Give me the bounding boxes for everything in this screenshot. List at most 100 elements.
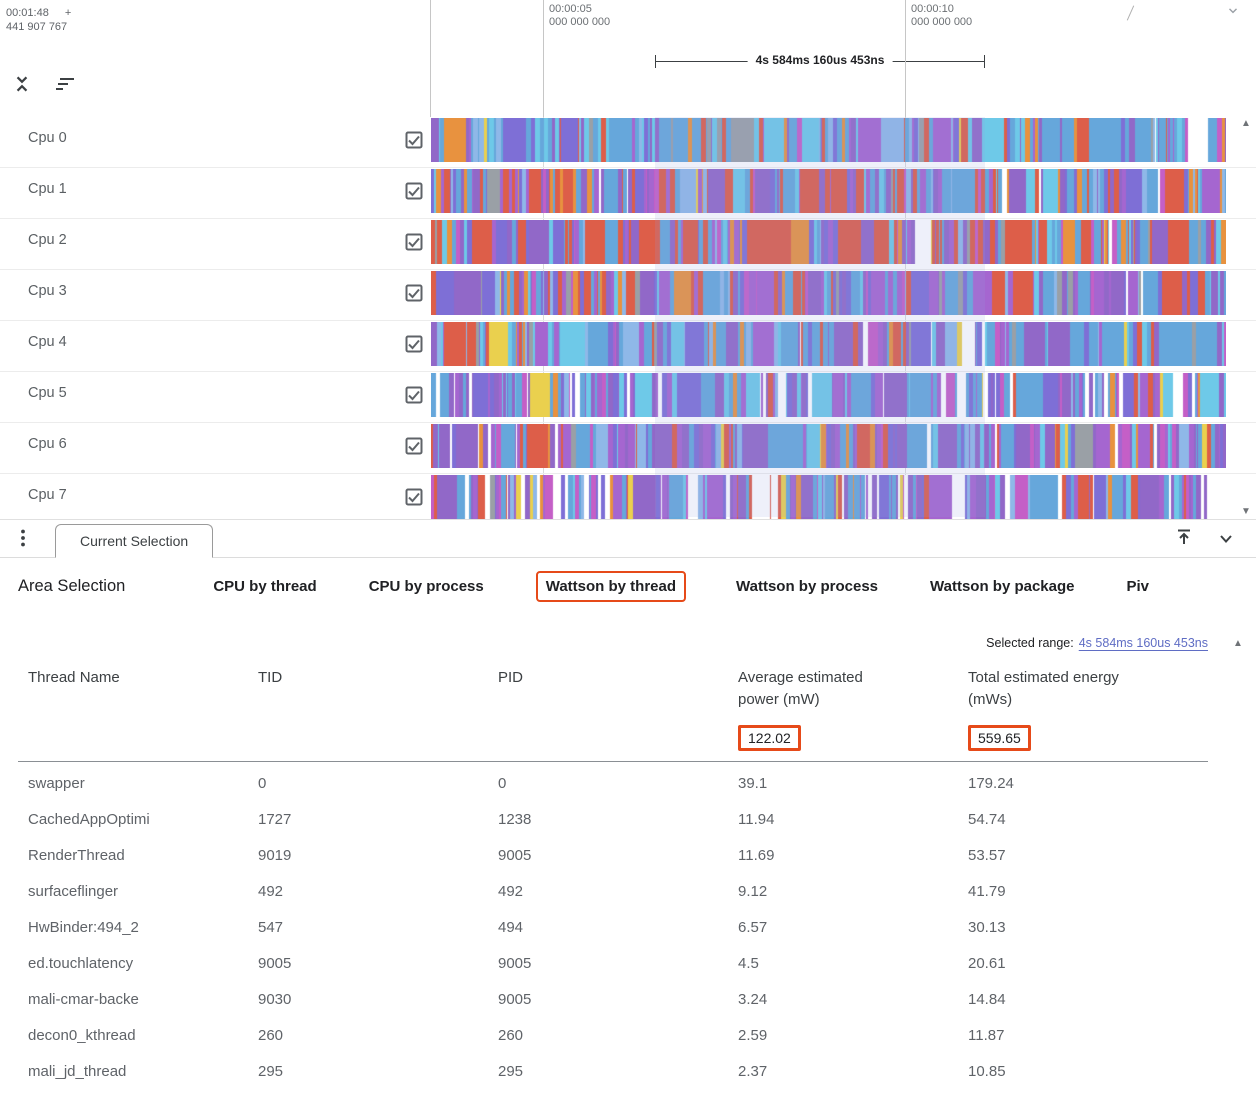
table-scroll-up-icon[interactable]: ▲ bbox=[1233, 638, 1243, 649]
collapse-panel-icon[interactable] bbox=[1216, 529, 1236, 549]
cell-thread: swapper bbox=[28, 774, 85, 792]
track-timeline[interactable] bbox=[431, 424, 1226, 468]
gridline bbox=[905, 117, 906, 519]
track-timeline[interactable] bbox=[431, 322, 1226, 366]
cell-total-energy: 179.24 bbox=[968, 774, 1014, 792]
timeline-left-boundary bbox=[430, 0, 431, 117]
cell-thread: CachedAppOptimi bbox=[28, 810, 150, 828]
view-tab-cpu-by-thread[interactable]: CPU by thread bbox=[213, 577, 317, 595]
cell-total-energy: 41.79 bbox=[968, 882, 1006, 900]
track-label[interactable]: Cpu 1 bbox=[28, 181, 67, 197]
selected-range-value[interactable]: 4s 584ms 160us 453ns bbox=[1078, 636, 1208, 650]
thread-row[interactable]: decon0_kthread 260 260 2.59 11.87 bbox=[18, 1017, 1208, 1053]
view-tab-wattson-by-process[interactable]: Wattson by process bbox=[736, 577, 879, 595]
track-checkbox[interactable] bbox=[405, 335, 423, 353]
selected-range: Selected range: 4s 584ms 160us 453ns bbox=[986, 636, 1208, 650]
view-tab-cpu-by-process[interactable]: CPU by process bbox=[368, 577, 484, 595]
cell-total-energy: 11.87 bbox=[968, 1026, 1005, 1044]
track-label[interactable]: Cpu 5 bbox=[28, 385, 67, 401]
track-checkbox[interactable] bbox=[405, 437, 423, 455]
track-checkbox[interactable] bbox=[405, 182, 423, 200]
tracks-scrollbar[interactable]: ▲ ▼ bbox=[1237, 117, 1255, 519]
cell-pid: 9005 bbox=[498, 990, 532, 1008]
cell-tid: 492 bbox=[258, 882, 284, 900]
track-label[interactable]: Cpu 2 bbox=[28, 232, 67, 248]
track-list: Cpu 0 Cpu 1 Cpu 2 Cpu 3 Cpu 4 Cpu 5 Cpu 6 Cpu 7 bbox=[0, 117, 1256, 519]
cell-tid: 295 bbox=[258, 1062, 284, 1080]
cell-avg-power: 11.94 bbox=[738, 810, 775, 828]
track-row: Cpu 1 bbox=[0, 168, 1256, 219]
thread-row[interactable]: surfaceflinger 492 492 9.12 41.79 bbox=[18, 873, 1208, 909]
gridline bbox=[543, 117, 544, 519]
track-timeline[interactable] bbox=[431, 475, 1226, 519]
track-timeline[interactable] bbox=[431, 220, 1226, 264]
table-divider bbox=[18, 761, 1208, 762]
view-tab-wattson-by-package[interactable]: Wattson by package bbox=[930, 577, 1075, 595]
cell-thread: mali_jd_thread bbox=[28, 1062, 127, 1080]
cell-tid: 1727 bbox=[258, 810, 292, 828]
cell-pid: 9005 bbox=[498, 846, 532, 864]
track-row: Cpu 2 bbox=[0, 219, 1256, 270]
thread-row[interactable]: ed.touchlatency 9005 9005 4.5 20.61 bbox=[18, 945, 1208, 981]
cell-thread: surfaceflinger bbox=[28, 882, 119, 900]
thread-row[interactable]: CachedAppOptimi 1727 1238 11.94 54.74 bbox=[18, 801, 1208, 837]
track-rows: Cpu 0 Cpu 1 Cpu 2 Cpu 3 Cpu 4 Cpu 5 Cpu 6 Cpu 7 bbox=[0, 117, 1256, 519]
track-timeline[interactable] bbox=[431, 373, 1226, 417]
page-title: Area Selection bbox=[18, 576, 126, 595]
view-tabs: CPU by thread CPU by process Wattson by th… bbox=[213, 570, 1201, 602]
thread-row[interactable]: RenderThread 9019 9005 11.69 53.57 bbox=[18, 837, 1208, 873]
area-selection-header: Area Selection CPU by thread CPU by proce… bbox=[0, 560, 1256, 612]
cell-total-energy: 53.57 bbox=[968, 846, 1006, 864]
selection-duration-bracket: 4s 584ms 160us 453ns bbox=[655, 53, 985, 68]
cell-avg-power: 6.57 bbox=[738, 918, 768, 936]
cell-pid: 492 bbox=[498, 882, 524, 900]
sort-tracks-icon[interactable] bbox=[54, 75, 76, 93]
track-checkbox[interactable] bbox=[405, 233, 423, 251]
track-label[interactable]: Cpu 0 bbox=[28, 130, 67, 146]
tab-current-selection[interactable]: Current Selection bbox=[55, 524, 214, 558]
thread-row[interactable]: mali-cmar-backe 9030 9005 3.24 14.84 bbox=[18, 981, 1208, 1017]
track-timeline[interactable] bbox=[431, 118, 1226, 162]
view-tab-wattson-by-thread[interactable]: Wattson by thread bbox=[535, 570, 687, 602]
summary-avg-power: 122.02 bbox=[738, 725, 801, 751]
track-checkbox[interactable] bbox=[405, 131, 423, 149]
scroll-down-icon[interactable]: ▼ bbox=[1241, 506, 1251, 517]
expand-panel-icon[interactable] bbox=[1174, 527, 1194, 547]
thread-row[interactable]: mali_jd_thread 295 295 2.37 10.85 bbox=[18, 1053, 1208, 1089]
track-row: Cpu 4 bbox=[0, 321, 1256, 372]
thread-row[interactable]: swapper 0 0 39.1 179.24 bbox=[18, 765, 1208, 801]
track-checkbox[interactable] bbox=[405, 488, 423, 506]
track-label[interactable]: Cpu 7 bbox=[28, 487, 67, 503]
track-timeline[interactable] bbox=[431, 271, 1226, 315]
track-timeline[interactable] bbox=[431, 169, 1226, 213]
track-row: Cpu 0 bbox=[0, 117, 1256, 168]
view-tab-piv[interactable]: Piv bbox=[1126, 577, 1150, 595]
scroll-up-icon[interactable]: ▲ bbox=[1241, 118, 1251, 129]
cell-thread: decon0_kthread bbox=[28, 1026, 136, 1044]
cell-pid: 0 bbox=[498, 774, 507, 792]
cell-total-energy: 10.85 bbox=[968, 1062, 1006, 1080]
chevron-down-icon[interactable] bbox=[1226, 4, 1240, 18]
track-label[interactable]: Cpu 4 bbox=[28, 334, 67, 350]
selected-range-label: Selected range: bbox=[986, 636, 1074, 650]
cell-avg-power: 11.69 bbox=[738, 846, 775, 864]
origin-plus: + bbox=[64, 7, 72, 19]
cell-pid: 260 bbox=[498, 1026, 524, 1044]
track-label[interactable]: Cpu 6 bbox=[28, 436, 67, 452]
wattson-table: Selected range: 4s 584ms 160us 453ns Thre… bbox=[18, 612, 1208, 1118]
time-tick: 00:00:05 000 000 000 bbox=[543, 0, 610, 117]
cell-avg-power: 2.59 bbox=[738, 1026, 768, 1044]
collapse-tracks-icon[interactable] bbox=[12, 74, 32, 94]
track-checkbox[interactable] bbox=[405, 284, 423, 302]
cell-avg-power: 3.24 bbox=[738, 990, 768, 1008]
table-header: Thread Name TID PID Average estimated po… bbox=[18, 667, 1208, 711]
time-tick: 00:00:10 000 000 000 bbox=[905, 0, 972, 117]
cell-tid: 9005 bbox=[258, 954, 292, 972]
thread-row[interactable]: HwBinder:494_2 547 494 6.57 30.13 bbox=[18, 909, 1208, 945]
track-label[interactable]: Cpu 3 bbox=[28, 283, 67, 299]
cell-total-energy: 20.61 bbox=[968, 954, 1006, 972]
track-checkbox[interactable] bbox=[405, 386, 423, 404]
menu-dots-icon[interactable] bbox=[20, 528, 26, 548]
cell-thread: ed.touchlatency bbox=[28, 954, 134, 972]
